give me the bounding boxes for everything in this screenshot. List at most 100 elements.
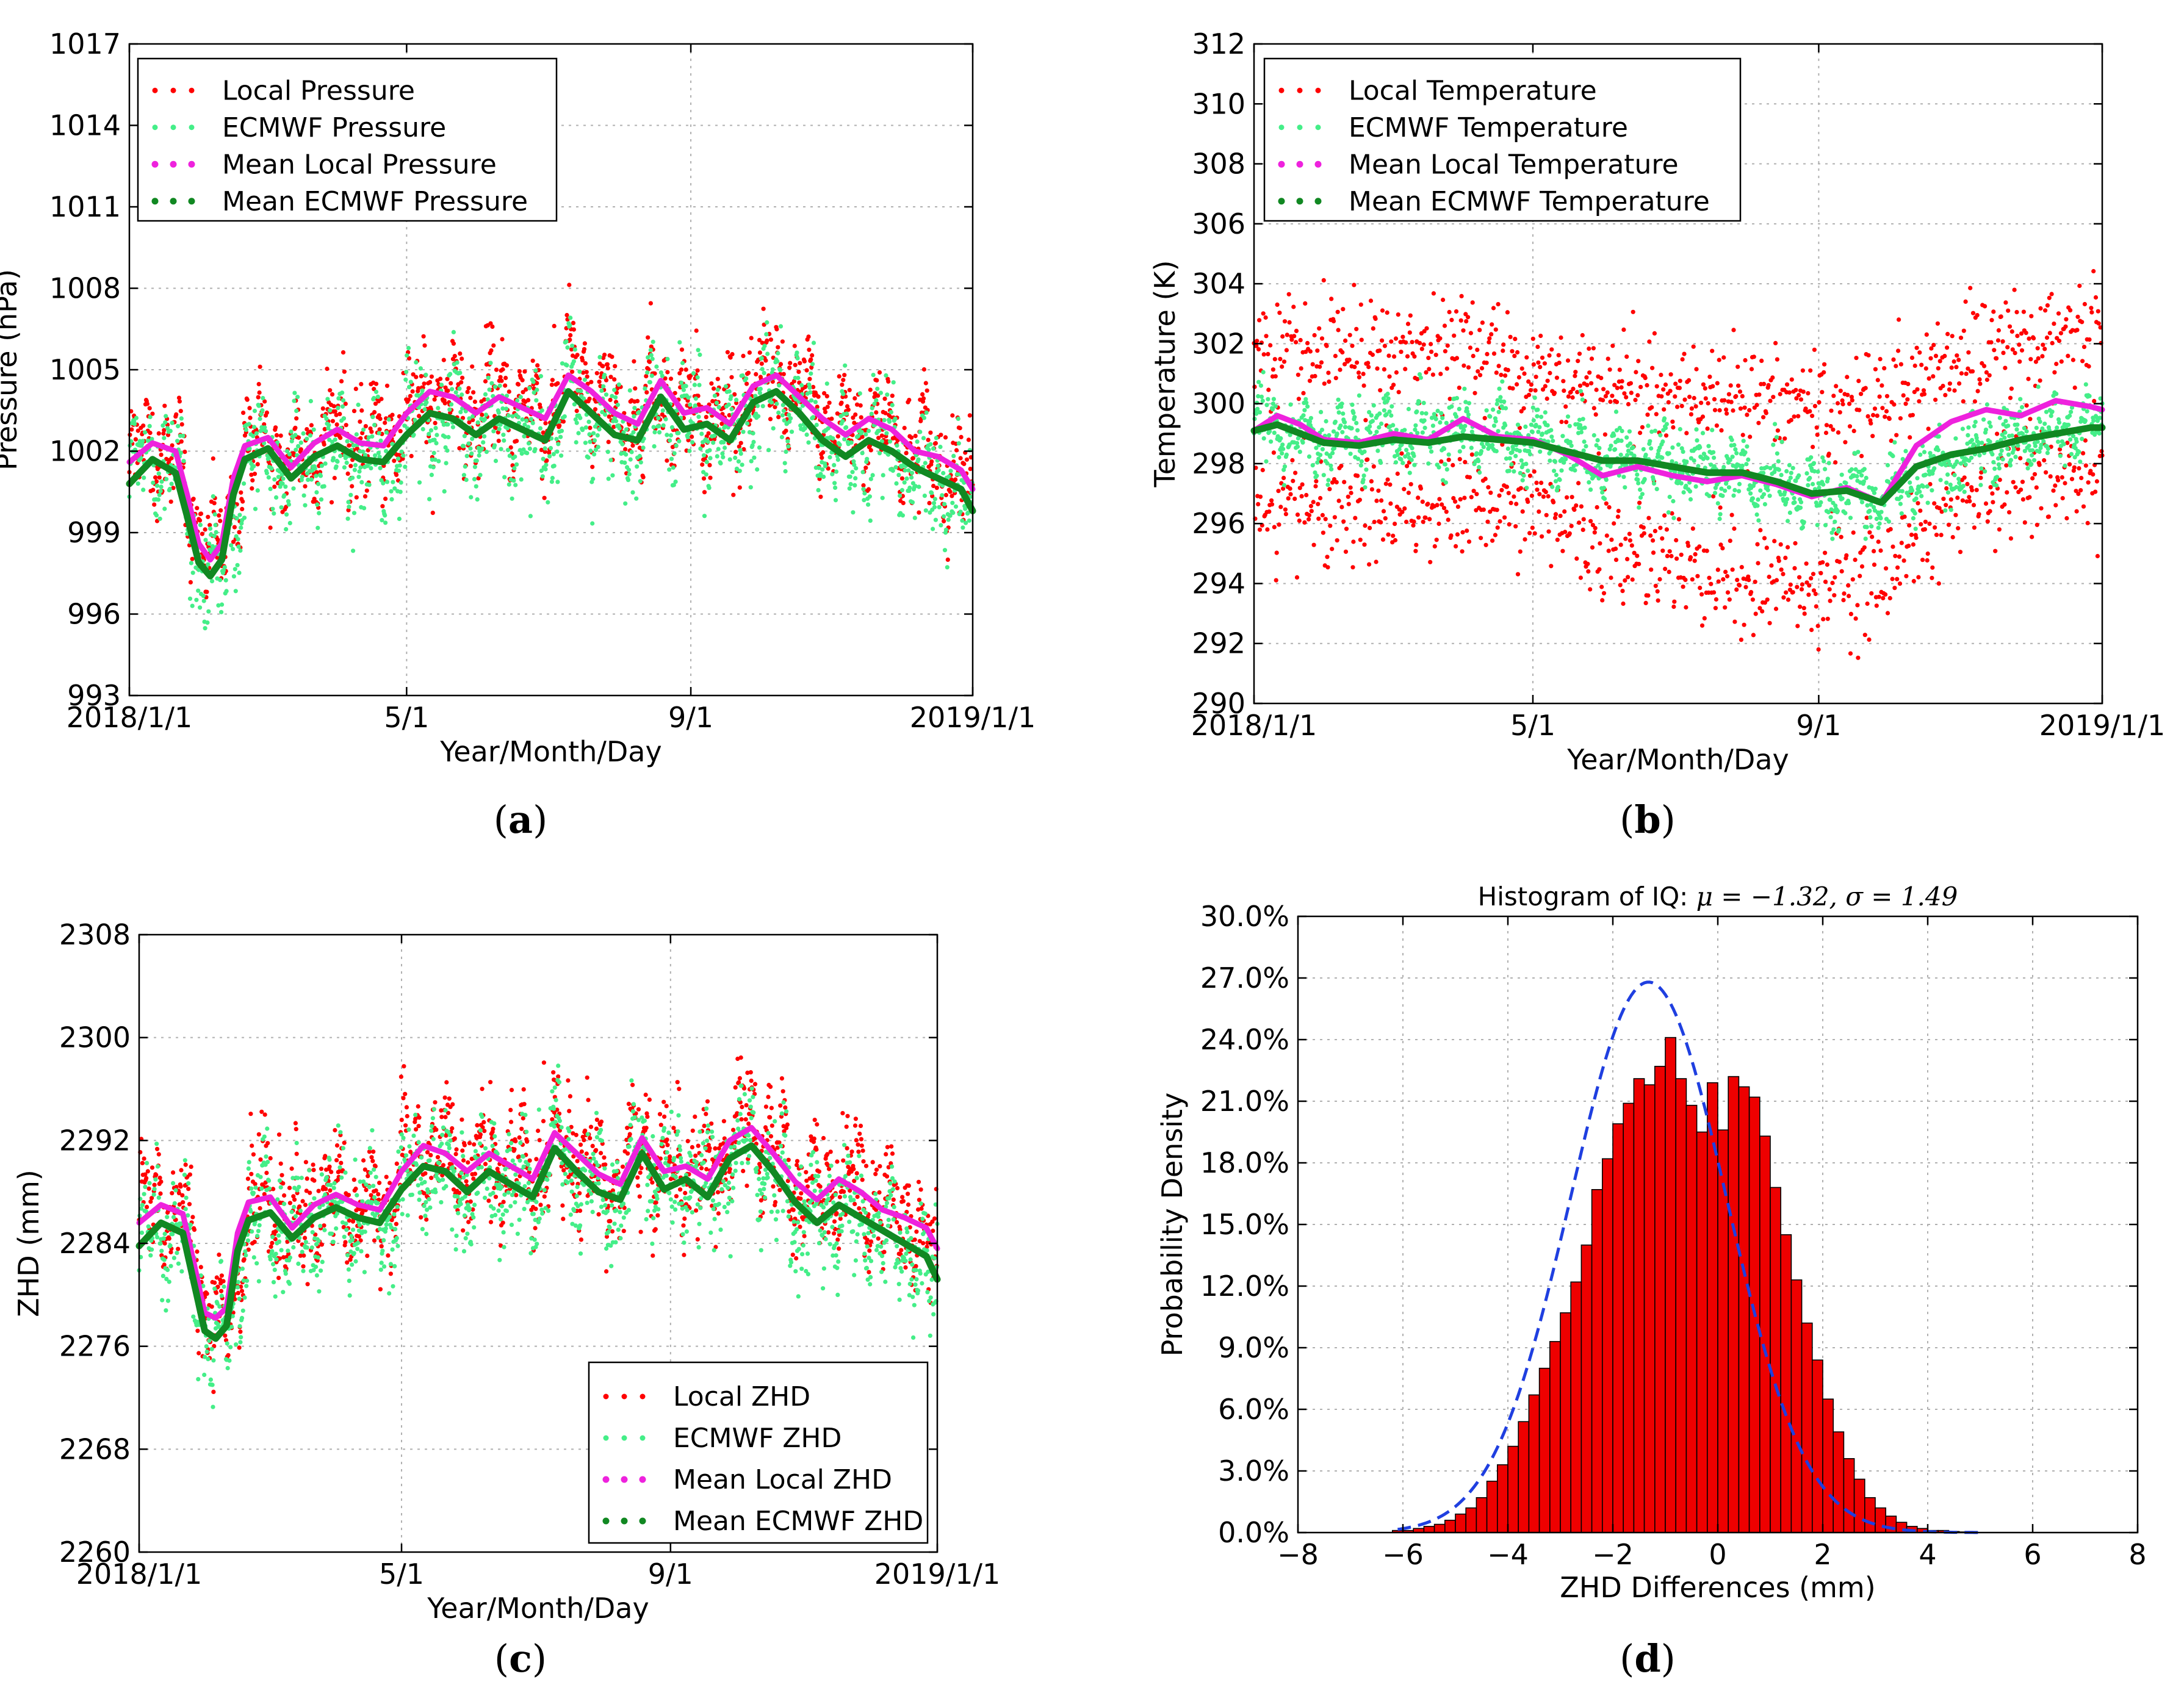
point <box>1256 501 1261 507</box>
point <box>1833 460 1838 465</box>
point <box>1512 353 1517 359</box>
point <box>157 516 162 521</box>
point <box>316 481 321 486</box>
point <box>1963 299 1968 304</box>
point <box>1515 572 1521 577</box>
point <box>344 423 348 428</box>
point <box>1483 476 1488 481</box>
point <box>815 444 820 449</box>
point <box>482 397 487 402</box>
point <box>1824 423 1829 428</box>
point <box>229 543 234 548</box>
point <box>677 371 682 376</box>
point <box>1786 597 1791 602</box>
point <box>1875 413 1879 419</box>
point <box>268 486 273 492</box>
point <box>252 472 258 476</box>
point <box>1527 473 1533 478</box>
point <box>1320 512 1325 518</box>
point <box>351 511 357 516</box>
point <box>1656 598 1660 603</box>
point <box>756 414 761 419</box>
point <box>909 435 914 440</box>
point <box>685 434 690 440</box>
point <box>1377 348 1382 353</box>
point <box>1601 398 1606 403</box>
point <box>1821 617 1826 622</box>
point <box>1439 459 1444 464</box>
point <box>632 414 636 419</box>
point <box>774 327 779 332</box>
point <box>668 433 674 438</box>
point <box>1310 362 1315 367</box>
point <box>1501 348 1505 353</box>
point <box>1991 309 1996 314</box>
point <box>1795 584 1800 589</box>
point <box>1446 452 1451 457</box>
point <box>2056 339 2062 343</box>
point <box>1879 383 1884 388</box>
point <box>672 390 677 395</box>
point <box>1365 457 1370 462</box>
point <box>570 369 575 374</box>
point <box>1734 587 1739 592</box>
point <box>839 400 844 405</box>
point <box>904 476 909 481</box>
point <box>654 364 659 369</box>
point <box>278 484 283 489</box>
point <box>549 383 555 387</box>
point <box>1409 458 1414 462</box>
point <box>823 464 828 469</box>
point <box>233 589 238 594</box>
point <box>296 444 301 449</box>
point <box>751 431 755 436</box>
point <box>156 471 161 476</box>
point <box>1931 374 1936 379</box>
point <box>1499 372 1504 378</box>
point <box>941 470 946 476</box>
point <box>1302 520 1307 525</box>
point <box>1835 401 1840 406</box>
point <box>1761 415 1766 420</box>
point <box>1650 365 1655 370</box>
point <box>1281 447 1286 451</box>
point <box>468 395 473 400</box>
point <box>366 435 371 440</box>
point <box>1507 522 1512 527</box>
point <box>1779 567 1784 572</box>
point <box>1707 375 1712 379</box>
point <box>1316 501 1321 506</box>
point <box>134 415 139 420</box>
point <box>2041 342 2045 347</box>
point <box>133 437 138 442</box>
point <box>165 426 170 431</box>
point <box>1948 497 1953 502</box>
point <box>2011 480 2016 484</box>
point <box>1750 597 1755 602</box>
point <box>1735 578 1740 583</box>
point <box>273 425 278 430</box>
point <box>934 436 939 440</box>
point <box>1901 393 1906 398</box>
point <box>499 447 503 451</box>
point <box>1433 417 1438 422</box>
point <box>1535 487 1540 492</box>
point <box>408 379 413 384</box>
point <box>1599 376 1604 381</box>
point <box>258 416 262 422</box>
point <box>932 505 937 509</box>
point <box>433 420 438 426</box>
point <box>1342 480 1347 484</box>
point <box>1713 606 1718 611</box>
legend-marker <box>189 87 195 93</box>
point <box>508 445 513 450</box>
point <box>1454 309 1459 314</box>
point <box>175 439 180 444</box>
point <box>1418 375 1423 380</box>
point <box>1282 319 1288 324</box>
point <box>1493 327 1498 332</box>
point <box>874 378 879 383</box>
point <box>777 383 782 388</box>
point <box>2028 417 2033 422</box>
point <box>833 485 838 491</box>
